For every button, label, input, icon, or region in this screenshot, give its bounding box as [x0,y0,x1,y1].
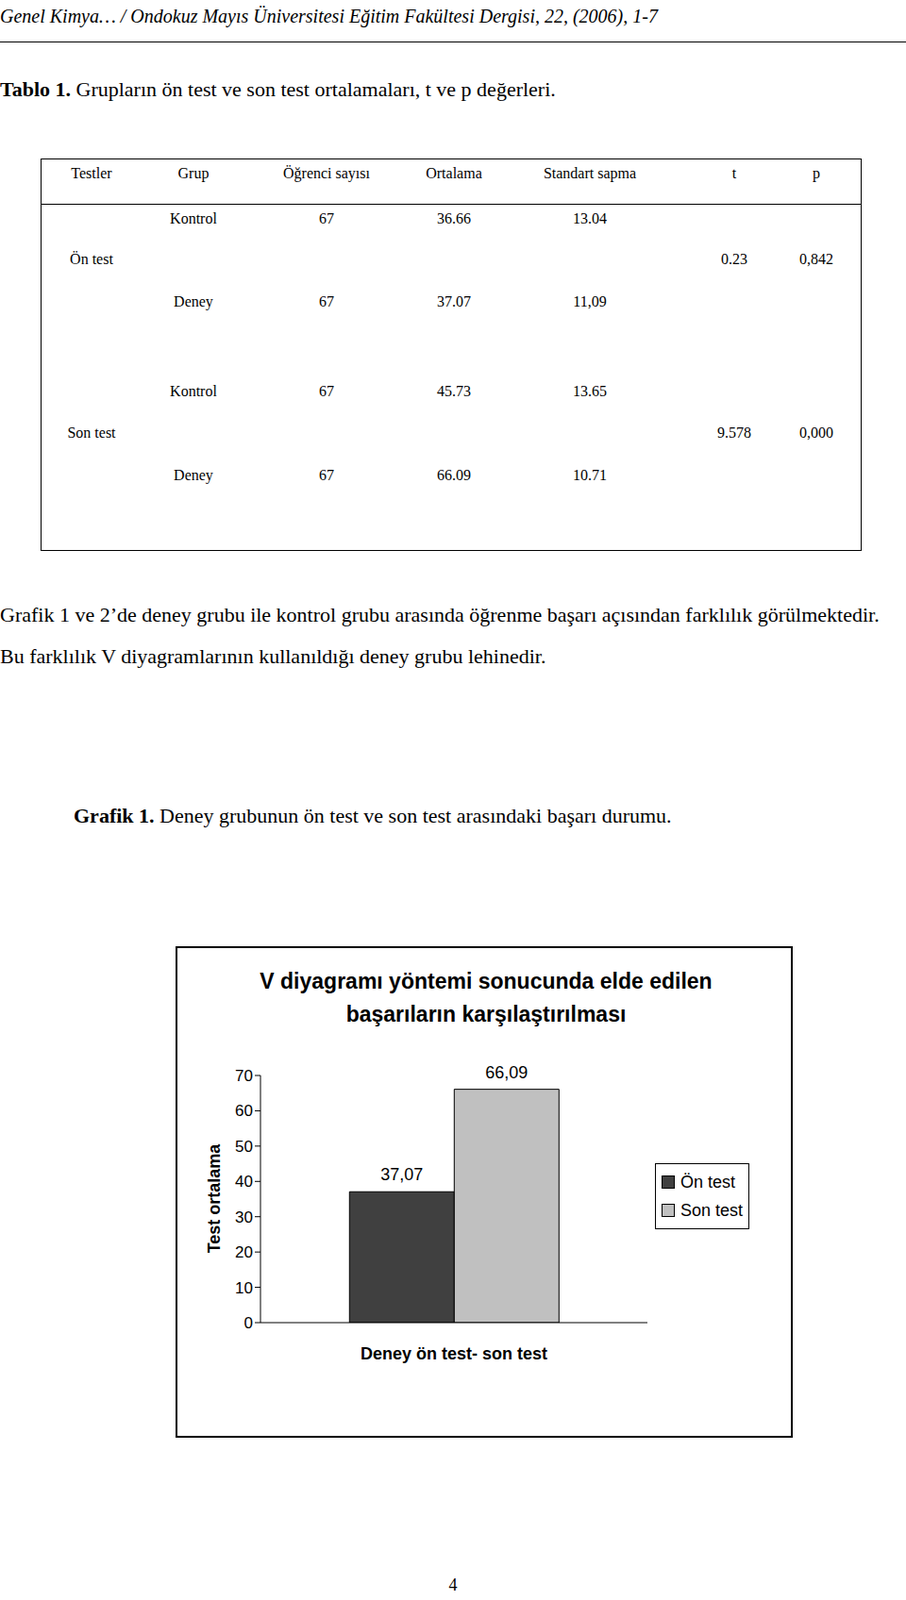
svg-text:66,09: 66,09 [485,1063,528,1083]
html-text:Ön test: Ön test [680,1172,736,1192]
html-text:66.09: 66.09 [436,467,471,484]
html-text:Standart sapma: Standart sapma [543,165,637,182]
svg-text:50: 50 [234,1138,253,1157]
html-text:4: 4 [448,1576,458,1595]
html-text:Tablo 1. Grupların ön test ve: Tablo 1. Grupların ön test ve son test o… [0,77,556,101]
html-text:Kontrol: Kontrol [169,210,217,227]
html-text:36.66: 36.66 [436,210,471,227]
html-text:13.04: 13.04 [572,210,607,227]
svg-text:30: 30 [234,1208,253,1227]
html-text:9.578: 9.578 [717,424,752,441]
html-text:0,000: 0,000 [799,424,834,441]
html-text:67: 67 [318,210,335,227]
html-text:45.73: 45.73 [436,383,471,400]
svg-text:37,07: 37,07 [380,1165,423,1185]
html-text:67: 67 [318,383,335,400]
html-text:p: p [812,165,821,182]
html-text:Ortalama: Ortalama [425,165,483,182]
svg-text:40: 40 [234,1173,253,1192]
html-text:0,842: 0,842 [799,251,834,268]
html-text:67: 67 [318,467,335,484]
html-text:V diyagramı yöntemi sonucunda: V diyagramı yöntemi sonucunda elde edile… [259,969,713,1027]
svg-text:0: 0 [244,1314,253,1333]
html-text:0.23: 0.23 [721,251,748,268]
html-text:Grafik 1. Deney grubunun ön te: Grafik 1. Deney grubunun ön test ve son … [73,804,672,828]
html-text:10.71: 10.71 [572,467,607,484]
svg-text:10: 10 [234,1279,253,1298]
svg-text:60: 60 [234,1102,253,1121]
html-text:Ön test: Ön test [69,251,114,268]
html-text:Son test: Son test [680,1200,743,1220]
html-text:Grafik 1 ve 2’de deney grubu i: Grafik 1 ve 2’de deney grubu ile kontrol… [0,603,880,669]
html-text:Testler: Testler [71,165,113,182]
html-text:13.65: 13.65 [572,383,607,400]
html-text:Deney: Deney [173,293,214,310]
svg-text:70: 70 [234,1067,253,1086]
html-text:Test ortalama: Test ortalama [204,1144,224,1254]
html-text:Genel Kimya… / Ondokuz Mayıs Ü: Genel Kimya… / Ondokuz Mayıs Üniversites… [0,5,658,27]
html-text:Öğrenci sayısı: Öğrenci sayısı [283,165,370,182]
html-text:Grup: Grup [177,165,209,182]
svg-text:20: 20 [234,1243,253,1262]
html-text:37.07: 37.07 [436,293,471,310]
svg-text:Deney ön test- son test: Deney ön test- son test [360,1344,548,1364]
html-text:Kontrol: Kontrol [169,383,217,400]
html-text:t: t [732,165,737,182]
html-text:67: 67 [318,293,335,310]
html-text:Son test: Son test [67,424,116,441]
html-text:Deney: Deney [173,467,214,484]
html-text:11,09: 11,09 [573,293,607,310]
